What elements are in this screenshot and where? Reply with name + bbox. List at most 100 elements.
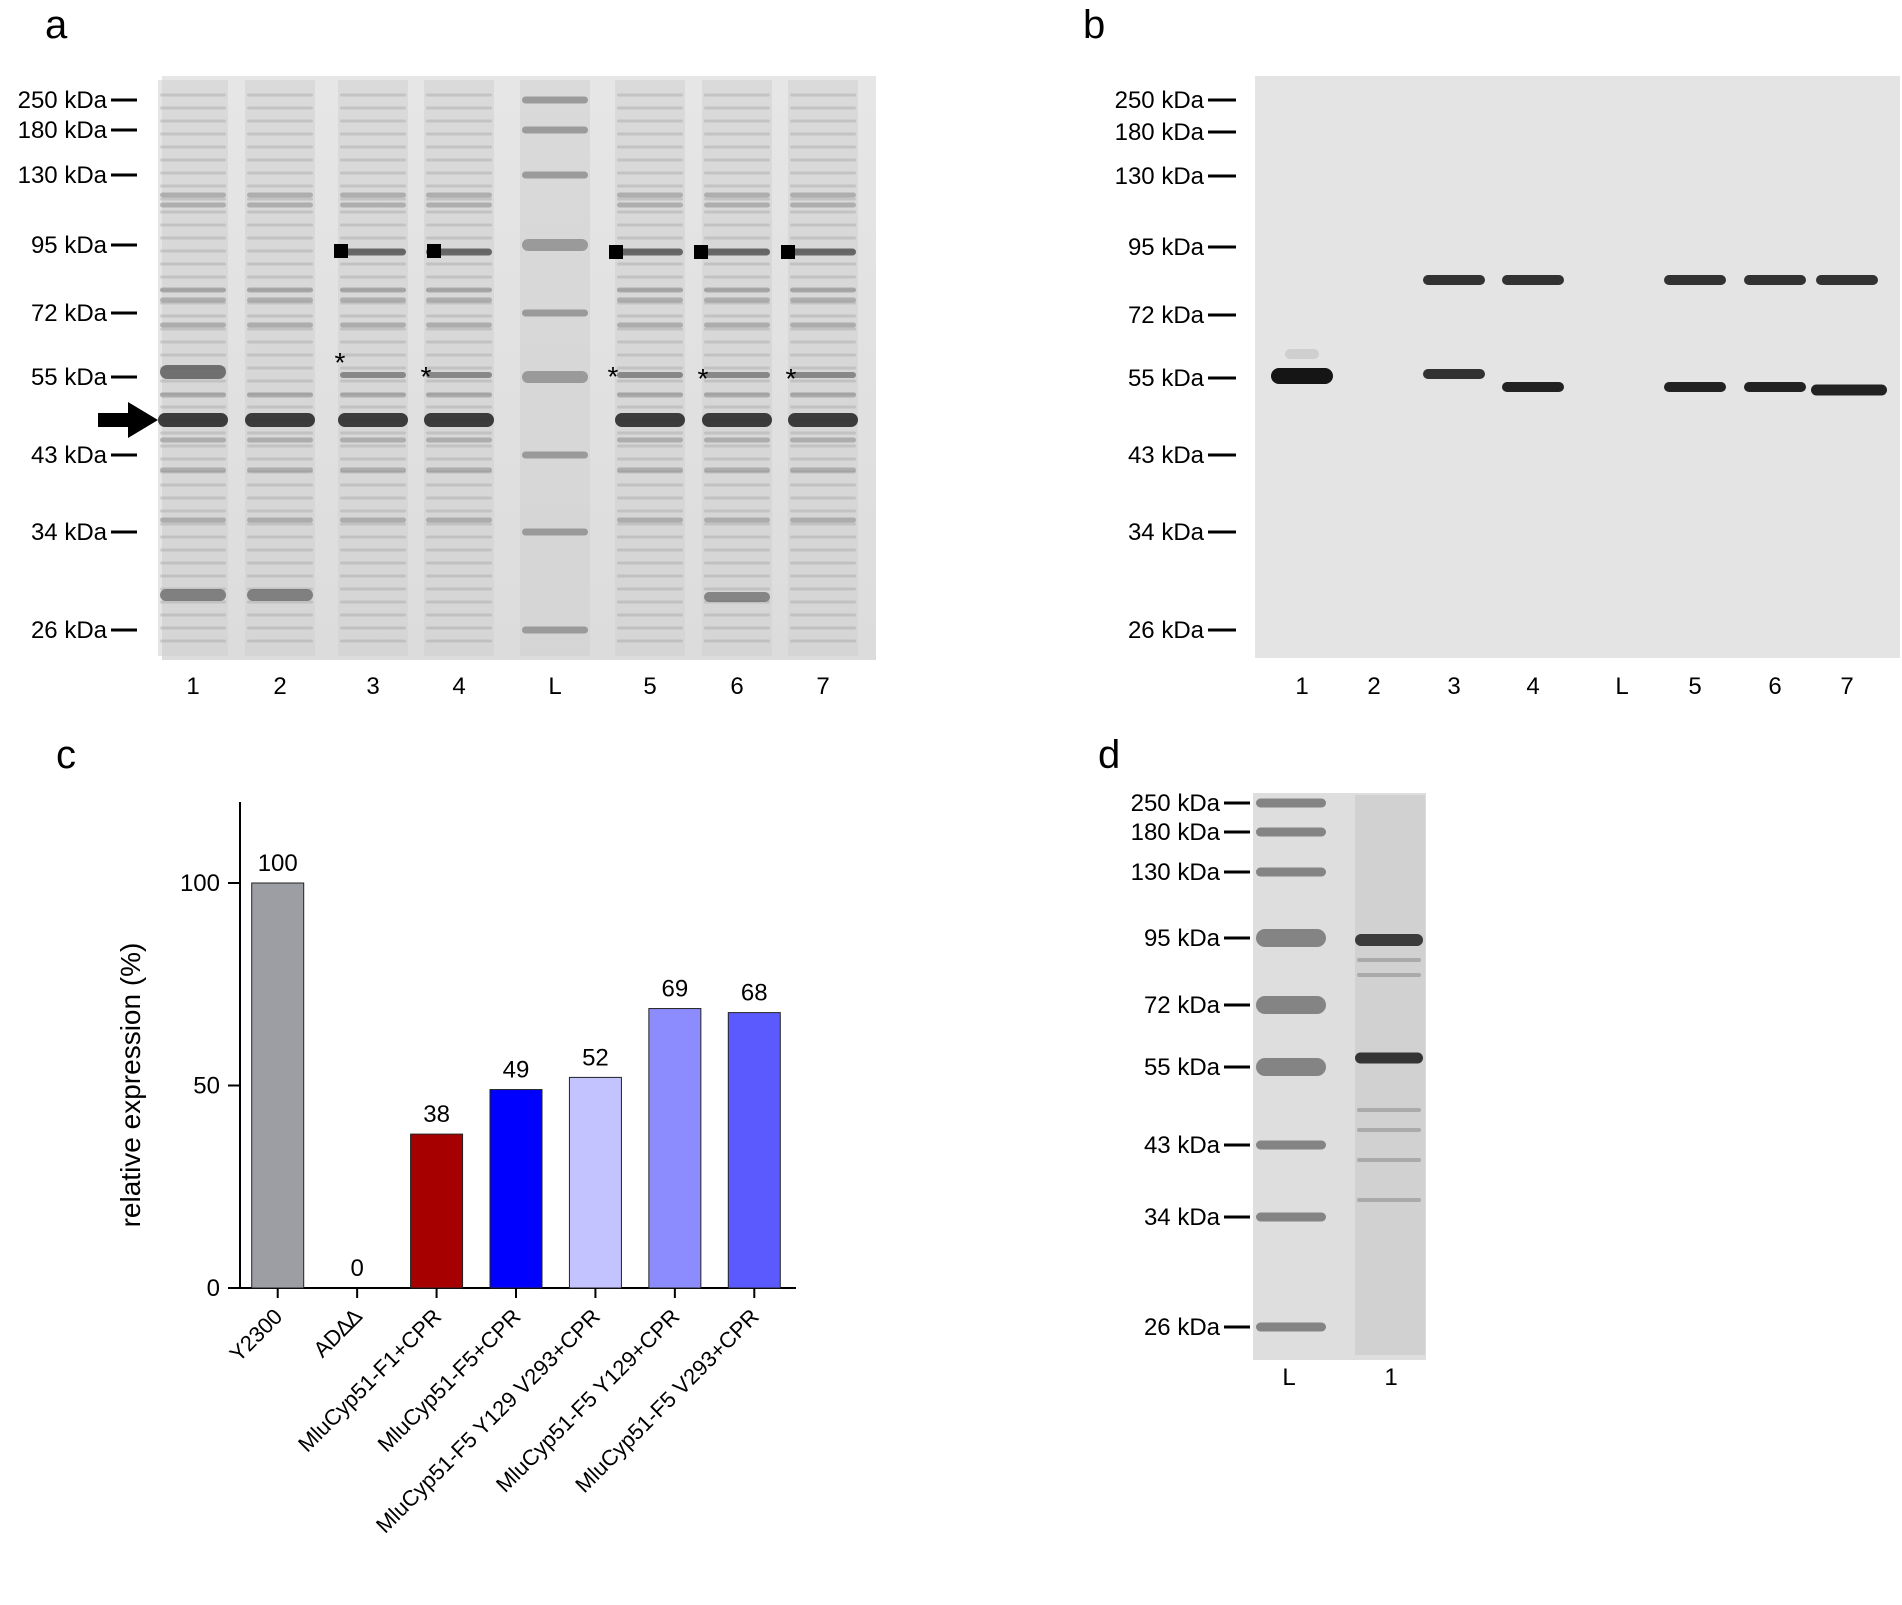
gel-band [247,496,313,500]
gel-band [340,561,406,565]
gel-band [704,171,770,175]
mw-marker-label: 55 kDa [31,364,108,391]
gel-band [160,249,226,253]
gel-band [340,353,406,357]
gel-band [617,353,683,357]
gel-band [617,158,683,162]
gel-band [426,366,492,370]
gel-band [704,210,770,214]
gel-band [160,496,226,500]
panel-letter-c: c [56,733,76,777]
mw-marker-label: 180 kDa [18,117,108,144]
mw-marker-label: 250 kDa [18,87,108,114]
gel-band [160,171,226,175]
gel-band [247,392,313,398]
gel-band [704,522,770,526]
gel-band [247,353,313,357]
gel-band [704,431,770,435]
gel-band [1357,958,1421,962]
gel-band [704,613,770,617]
gel-band [340,405,406,409]
gel-band [704,119,770,123]
gel-band [340,314,406,318]
gel-band [340,379,406,383]
gel-band [790,366,856,370]
gel-band [247,287,313,293]
gel-band [426,457,492,461]
gel-band [426,613,492,617]
gel-band [790,392,856,398]
gel-band [617,132,683,136]
gel-band [247,548,313,552]
gel-band [340,297,406,303]
gel-lane [424,80,494,656]
gel-band [617,405,683,409]
gel-band [426,184,492,188]
gel-band [160,639,226,643]
gel-band [426,483,492,487]
gel-band [704,392,770,398]
gel-band [617,639,683,643]
gel-band [160,535,226,539]
gel-band [426,548,492,552]
gel-band [426,132,492,136]
gel-band [247,106,313,110]
gel-band [247,457,313,461]
gel-band [160,223,226,227]
gel-band [522,371,588,383]
gel-band [522,626,588,634]
gel-band [247,467,313,473]
gel-band [426,405,492,409]
gel-band [426,202,492,208]
gel-band [704,223,770,227]
gel-lane [788,80,858,656]
gel-band [1357,1158,1421,1162]
gel-band [160,517,226,523]
gel-band [247,522,313,526]
gel-band [340,444,406,448]
gel-band [247,171,313,175]
bar-value-label: 68 [741,980,768,1007]
gel-band [522,451,588,459]
gel-band [340,106,406,110]
gel-band [617,275,683,279]
gel-band [790,517,856,523]
gel-band [247,197,313,201]
lane-label: 7 [1840,673,1853,700]
mw-marker-label: 95 kDa [1128,234,1205,261]
gel-band [1256,827,1326,837]
gel-band [340,327,406,331]
gel-band [247,275,313,279]
gel-band [160,132,226,136]
mw-marker-label: 26 kDa [31,617,108,644]
gel-band [790,574,856,578]
gel-d-bands [1256,795,1425,1355]
gel-band [426,600,492,604]
gel-band [340,93,406,97]
mw-marker-label: 250 kDa [1131,790,1221,817]
gel-band [426,379,492,383]
gel-band [617,517,683,523]
gel-band [617,431,683,435]
gel-band [790,522,856,526]
asterisk-marker: * [421,361,432,392]
gel-lane [1355,795,1425,1355]
gel-band [790,145,856,149]
gel-a-molecular-weight-markers: 250 kDa 180 kDa 130 kDa 95 kDa 72 kDa 55 kDa 4… [18,87,137,644]
gel-band [790,431,856,435]
gel-band [704,467,770,473]
gel-band [704,202,770,208]
lane-label: 1 [186,673,199,700]
gel-band [247,132,313,136]
gel-band [617,496,683,500]
gel-band [247,184,313,188]
panel-letter-d: d [1098,733,1120,777]
gel-band [160,589,226,601]
gel-band [340,340,406,344]
gel-band [247,93,313,97]
gel-band [340,613,406,617]
y-tick-label: 50 [193,1073,220,1100]
gel-band [160,145,226,149]
